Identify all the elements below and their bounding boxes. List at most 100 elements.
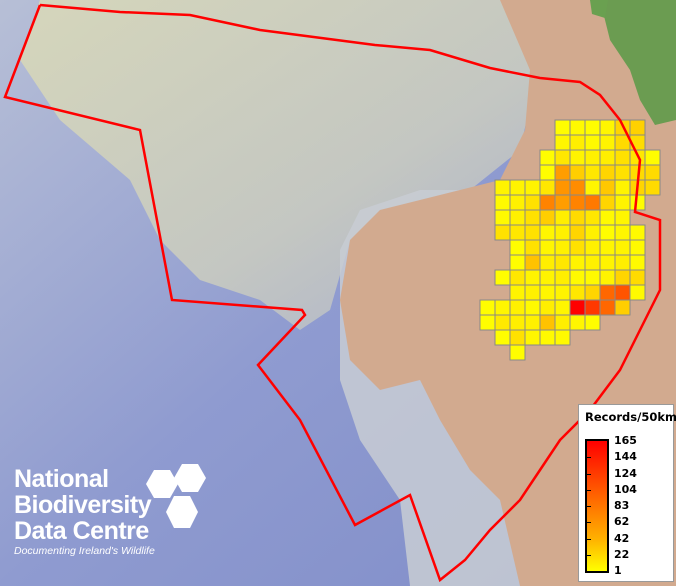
grid-cell[interactable] <box>569 149 586 166</box>
grid-cell[interactable] <box>584 224 601 241</box>
grid-cell[interactable] <box>554 314 571 331</box>
grid-cell[interactable] <box>629 284 646 301</box>
grid-cell[interactable] <box>569 164 586 181</box>
grid-cell[interactable] <box>509 314 526 331</box>
grid-cell[interactable] <box>599 119 616 136</box>
grid-cell[interactable] <box>524 299 541 316</box>
grid-cell[interactable] <box>569 269 586 286</box>
grid-cell[interactable] <box>629 119 646 136</box>
grid-cell[interactable] <box>509 269 526 286</box>
grid-cell[interactable] <box>614 164 631 181</box>
grid-cell[interactable] <box>584 119 601 136</box>
grid-cell[interactable] <box>614 284 631 301</box>
grid-cell[interactable] <box>539 164 556 181</box>
grid-cell[interactable] <box>509 179 526 196</box>
grid-cell[interactable] <box>494 269 511 286</box>
grid-cell[interactable] <box>569 299 586 316</box>
grid-cell[interactable] <box>554 224 571 241</box>
grid-cell[interactable] <box>569 254 586 271</box>
grid-cell[interactable] <box>539 149 556 166</box>
grid-cell[interactable] <box>539 284 556 301</box>
grid-cell[interactable] <box>629 269 646 286</box>
grid-cell[interactable] <box>509 209 526 226</box>
grid-cell[interactable] <box>599 134 616 151</box>
grid-cell[interactable] <box>584 239 601 256</box>
grid-cell[interactable] <box>599 254 616 271</box>
grid-cell[interactable] <box>539 194 556 211</box>
grid-cell[interactable] <box>494 209 511 226</box>
grid-cell[interactable] <box>584 179 601 196</box>
grid-cell[interactable] <box>599 179 616 196</box>
grid-cell[interactable] <box>554 254 571 271</box>
grid-cell[interactable] <box>584 314 601 331</box>
grid-cell[interactable] <box>569 239 586 256</box>
grid-cell[interactable] <box>539 299 556 316</box>
grid-cell[interactable] <box>539 314 556 331</box>
grid-cell[interactable] <box>509 329 526 346</box>
grid-cell[interactable] <box>539 209 556 226</box>
grid-cell[interactable] <box>584 254 601 271</box>
grid-cell[interactable] <box>584 209 601 226</box>
grid-cell[interactable] <box>584 269 601 286</box>
grid-cell[interactable] <box>539 329 556 346</box>
grid-cell[interactable] <box>584 149 601 166</box>
grid-cell[interactable] <box>554 164 571 181</box>
grid-cell[interactable] <box>479 299 496 316</box>
grid-cell[interactable] <box>539 239 556 256</box>
grid-cell[interactable] <box>554 299 571 316</box>
grid-cell[interactable] <box>629 224 646 241</box>
grid-cell[interactable] <box>599 164 616 181</box>
grid-cell[interactable] <box>569 179 586 196</box>
grid-cell[interactable] <box>509 194 526 211</box>
grid-cell[interactable] <box>599 209 616 226</box>
grid-cell[interactable] <box>599 239 616 256</box>
grid-cell[interactable] <box>524 254 541 271</box>
grid-cell[interactable] <box>524 239 541 256</box>
grid-cell[interactable] <box>554 194 571 211</box>
grid-cell[interactable] <box>569 224 586 241</box>
grid-cell[interactable] <box>614 254 631 271</box>
grid-cell[interactable] <box>524 209 541 226</box>
grid-cell[interactable] <box>479 314 496 331</box>
grid-cell[interactable] <box>599 224 616 241</box>
grid-cell[interactable] <box>524 194 541 211</box>
grid-cell[interactable] <box>614 299 631 316</box>
grid-cell[interactable] <box>599 149 616 166</box>
grid-cell[interactable] <box>614 224 631 241</box>
grid-cell[interactable] <box>509 299 526 316</box>
grid-cell[interactable] <box>509 344 526 361</box>
grid-cell[interactable] <box>614 269 631 286</box>
grid-cell[interactable] <box>554 239 571 256</box>
grid-cell[interactable] <box>494 299 511 316</box>
grid-cell[interactable] <box>584 284 601 301</box>
grid-cell[interactable] <box>494 224 511 241</box>
grid-cell[interactable] <box>524 314 541 331</box>
grid-cell[interactable] <box>554 179 571 196</box>
grid-cell[interactable] <box>554 149 571 166</box>
grid-cell[interactable] <box>569 194 586 211</box>
grid-cell[interactable] <box>539 269 556 286</box>
grid-cell[interactable] <box>569 119 586 136</box>
grid-cell[interactable] <box>509 254 526 271</box>
grid-cell[interactable] <box>509 224 526 241</box>
grid-cell[interactable] <box>494 314 511 331</box>
grid-cell[interactable] <box>614 209 631 226</box>
grid-cell[interactable] <box>509 239 526 256</box>
grid-cell[interactable] <box>614 194 631 211</box>
grid-cell[interactable] <box>494 194 511 211</box>
grid-cell[interactable] <box>629 239 646 256</box>
grid-cell[interactable] <box>554 269 571 286</box>
grid-cell[interactable] <box>569 209 586 226</box>
grid-cell[interactable] <box>569 134 586 151</box>
grid-cell[interactable] <box>524 284 541 301</box>
grid-cell[interactable] <box>629 254 646 271</box>
grid-cell[interactable] <box>539 179 556 196</box>
grid-cell[interactable] <box>539 254 556 271</box>
grid-cell[interactable] <box>554 284 571 301</box>
grid-cell[interactable] <box>524 329 541 346</box>
grid-cell[interactable] <box>554 329 571 346</box>
grid-cell[interactable] <box>584 299 601 316</box>
grid-cell[interactable] <box>614 239 631 256</box>
grid-cell[interactable] <box>599 299 616 316</box>
grid-cell[interactable] <box>584 164 601 181</box>
